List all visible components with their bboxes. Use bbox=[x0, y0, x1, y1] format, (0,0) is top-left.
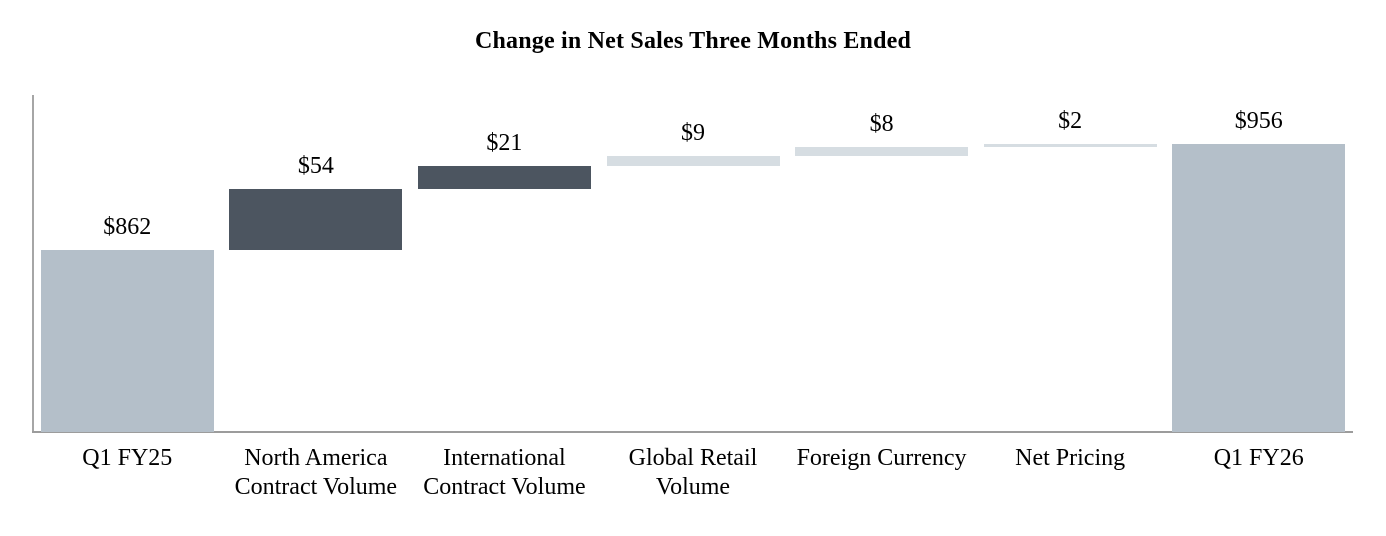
axis-label-q1-fy25: Q1 FY25 bbox=[25, 444, 230, 473]
axis-label-line: Q1 FY25 bbox=[82, 445, 173, 471]
axis-label-line: Foreign Currency bbox=[796, 445, 967, 471]
x-axis-line bbox=[32, 431, 1353, 433]
bar-net-pricing bbox=[983, 144, 1157, 147]
bar-foreign-currency bbox=[795, 146, 969, 156]
value-label-north-america-contract-volume: $54 bbox=[297, 153, 334, 180]
bar-global-retail-volume bbox=[606, 155, 780, 166]
axis-label-line: Contract Volume bbox=[423, 474, 586, 500]
axis-label-line: Net Pricing bbox=[1015, 445, 1126, 471]
value-label-q1-fy26: $956 bbox=[1234, 108, 1283, 135]
axis-label-line: Contract Volume bbox=[234, 474, 398, 500]
axis-label-foreign-currency: Foreign Currency bbox=[779, 444, 984, 473]
value-label-net-pricing: $2 bbox=[1058, 108, 1083, 135]
axis-label-line: Global Retail bbox=[628, 445, 758, 471]
axis-label-q1-fy26: Q1 FY26 bbox=[1156, 444, 1361, 473]
axis-label-international-contract-volume: International Contract Volume bbox=[402, 444, 607, 502]
y-axis-line bbox=[32, 95, 34, 433]
value-label-global-retail-volume: $9 bbox=[681, 119, 705, 146]
bar-north-america-contract-volume bbox=[229, 189, 403, 251]
bar-q1-fy25 bbox=[40, 250, 214, 432]
axis-label-line: International bbox=[443, 445, 566, 471]
axis-label-line: North America bbox=[244, 445, 388, 471]
axis-label-global-retail-volume: Global Retail Volume bbox=[591, 444, 796, 502]
value-label-international-contract-volume: $21 bbox=[486, 129, 523, 156]
axis-label-net-pricing: Net Pricing bbox=[968, 444, 1173, 473]
bar-international-contract-volume bbox=[417, 165, 591, 190]
value-label-foreign-currency: $8 bbox=[869, 110, 894, 137]
value-label-q1-fy25: $862 bbox=[103, 214, 152, 241]
axis-label-line: Q1 FY26 bbox=[1213, 445, 1304, 471]
bar-q1-fy26 bbox=[1172, 144, 1346, 432]
chart-title: Change in Net Sales Three Months Ended bbox=[474, 28, 912, 54]
axis-label-line: Volume bbox=[655, 474, 731, 500]
axis-label-north-america-contract-volume: North America Contract Volume bbox=[214, 444, 419, 502]
